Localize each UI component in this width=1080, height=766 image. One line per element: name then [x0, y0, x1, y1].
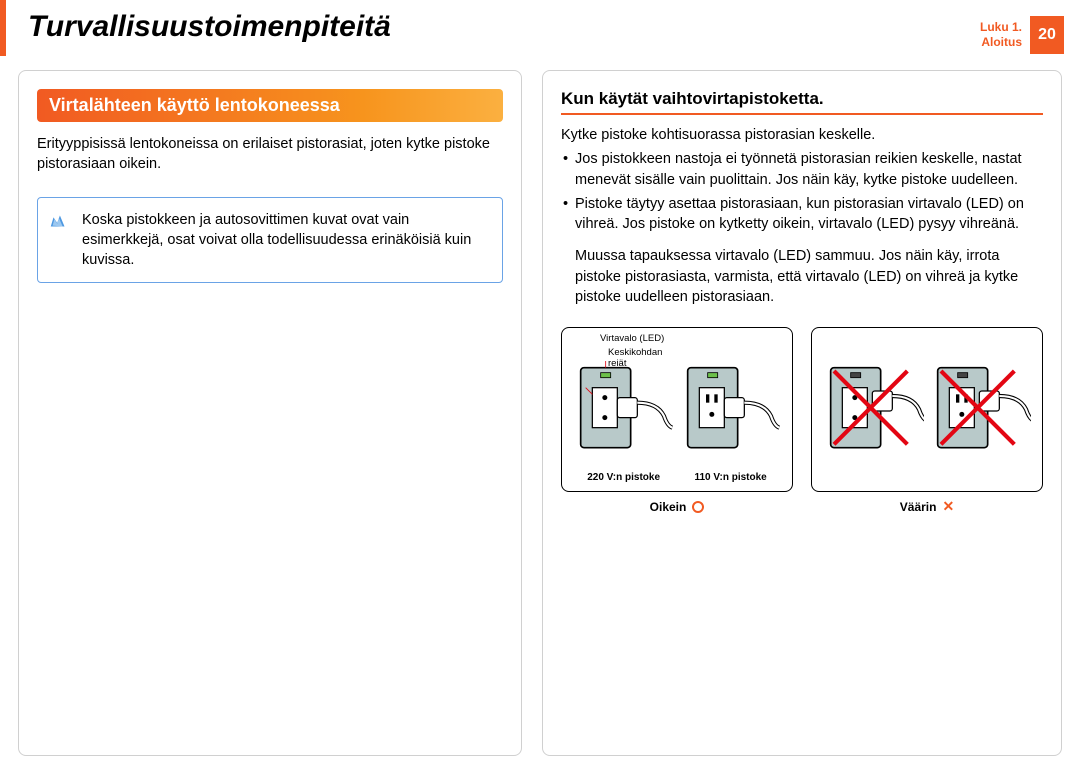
content-area: Virtalähteen käyttö lentokoneessa Erityy…: [18, 70, 1062, 756]
accent-left-bar: [0, 0, 6, 56]
right-column: Kun käytät vaihtovirtapistoketta. Kytke …: [542, 70, 1062, 756]
wrong-label: Väärin: [900, 500, 937, 514]
chapter-line-1: Luku 1.: [980, 20, 1022, 34]
cap-110: 110 V:n pistoke: [694, 472, 766, 483]
correct-label: Oikein: [650, 500, 687, 514]
result-correct: Oikein: [561, 498, 793, 515]
note-icon: [48, 210, 70, 232]
caption-labels-correct: 220 V:n pistoke 110 V:n pistoke: [570, 472, 784, 483]
x-mark-icon: ✕: [942, 498, 954, 515]
socket-220-correct: [574, 361, 674, 461]
result-wrong: Väärin ✕: [811, 498, 1043, 515]
subsection-header-ac: Kun käytät vaihtovirtapistoketta.: [561, 89, 1043, 115]
center-label-l1: Keskikohdan: [608, 347, 662, 358]
page-header: Turvallisuustoimenpiteitä Luku 1. Aloitu…: [28, 10, 1064, 54]
note-text: Koska pistokkeen ja autosovittimen kuvat…: [82, 212, 471, 269]
cap-220: 220 V:n pistoke: [587, 472, 660, 483]
section-header-power: Virtalähteen käyttö lentokoneessa: [37, 89, 503, 122]
bullet-item-2: Pistoke täytyy asettaa pistorasiaan, kun…: [561, 194, 1043, 235]
figure-row: Virtavalo (LED) Keskikohdan reiät: [561, 327, 1043, 492]
right-intro-text: Kytke pistoke kohtisuorassa pistorasian …: [561, 125, 1043, 145]
note-box: Koska pistokkeen ja autosovittimen kuvat…: [37, 197, 503, 284]
left-intro-text: Erityyppisissä lentokoneissa on erilaise…: [37, 134, 503, 175]
socket-110-wrong: [931, 361, 1031, 461]
center-label-l2: reiät: [608, 358, 626, 369]
led-label: Virtavalo (LED): [600, 333, 664, 344]
chapter-text: Luku 1. Aloitus: [980, 16, 1030, 54]
page-number: 20: [1030, 16, 1064, 54]
center-callout: Keskikohdan reiät: [608, 348, 662, 369]
figure-panel-correct: Virtavalo (LED) Keskikohdan reiät: [561, 327, 793, 492]
right-bullet-list: Jos pistokkeen nastoja ei työnnetä pisto…: [561, 149, 1043, 234]
socket-110-correct: [681, 361, 781, 461]
chapter-line-2: Aloitus: [981, 35, 1022, 49]
circle-mark-icon: [692, 501, 704, 513]
socket-220-wrong: [824, 361, 924, 461]
left-column: Virtalähteen käyttö lentokoneessa Erityy…: [18, 70, 522, 756]
figure-panel-wrong: [811, 327, 1043, 492]
bullet-item-1: Jos pistokkeen nastoja ei työnnetä pisto…: [561, 149, 1043, 190]
bullet-2-extra: Muussa tapauksessa virtavalo (LED) sammu…: [561, 246, 1043, 307]
chapter-box: Luku 1. Aloitus 20: [980, 16, 1064, 54]
result-row: Oikein Väärin ✕: [561, 498, 1043, 515]
led-callout: Virtavalo (LED): [600, 334, 664, 344]
page-title: Turvallisuustoimenpiteitä: [28, 10, 1064, 44]
